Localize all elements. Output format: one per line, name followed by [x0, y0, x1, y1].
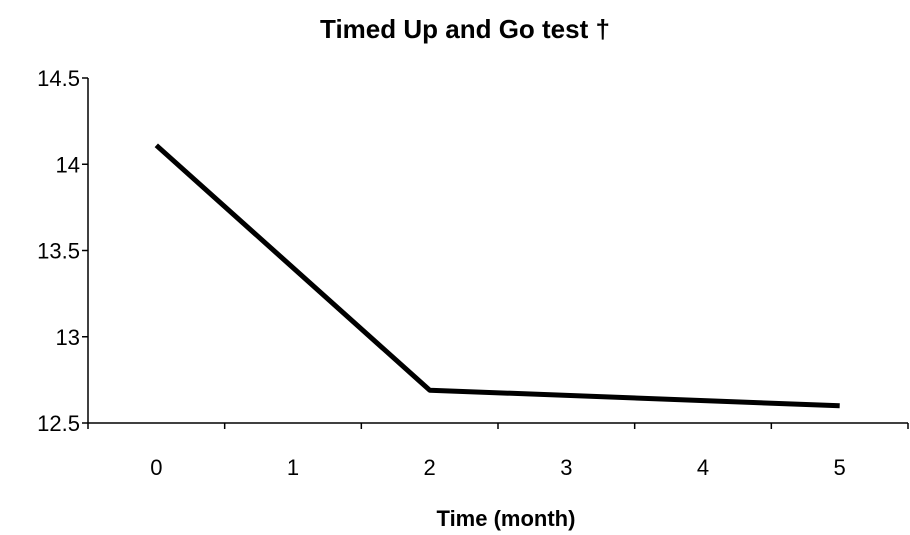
axes	[87, 78, 908, 424]
series-group	[154, 143, 840, 409]
x-tick-label: 3	[560, 455, 572, 480]
x-axis-ticks: 0 1 2 3 4 5	[87, 423, 909, 480]
y-tick-label: 14	[56, 152, 80, 177]
x-tick-label: 1	[287, 455, 299, 480]
x-tick-label: 0	[150, 455, 162, 480]
x-tick-label: 5	[834, 455, 846, 480]
y-tick-label: 13.5	[37, 239, 80, 264]
y-axis-ticks: 12.5 13 13.5 14 14.5	[37, 66, 88, 436]
series-line-0	[154, 143, 840, 409]
x-tick-label: 2	[424, 455, 436, 480]
chart-title: Timed Up and Go test †	[320, 14, 610, 44]
x-axis-label: Time (month)	[437, 506, 576, 531]
y-tick-label: 12.5	[37, 411, 80, 436]
y-tick-label: 13	[56, 325, 80, 350]
y-tick-label: 14.5	[37, 66, 80, 91]
x-tick-label: 4	[697, 455, 709, 480]
